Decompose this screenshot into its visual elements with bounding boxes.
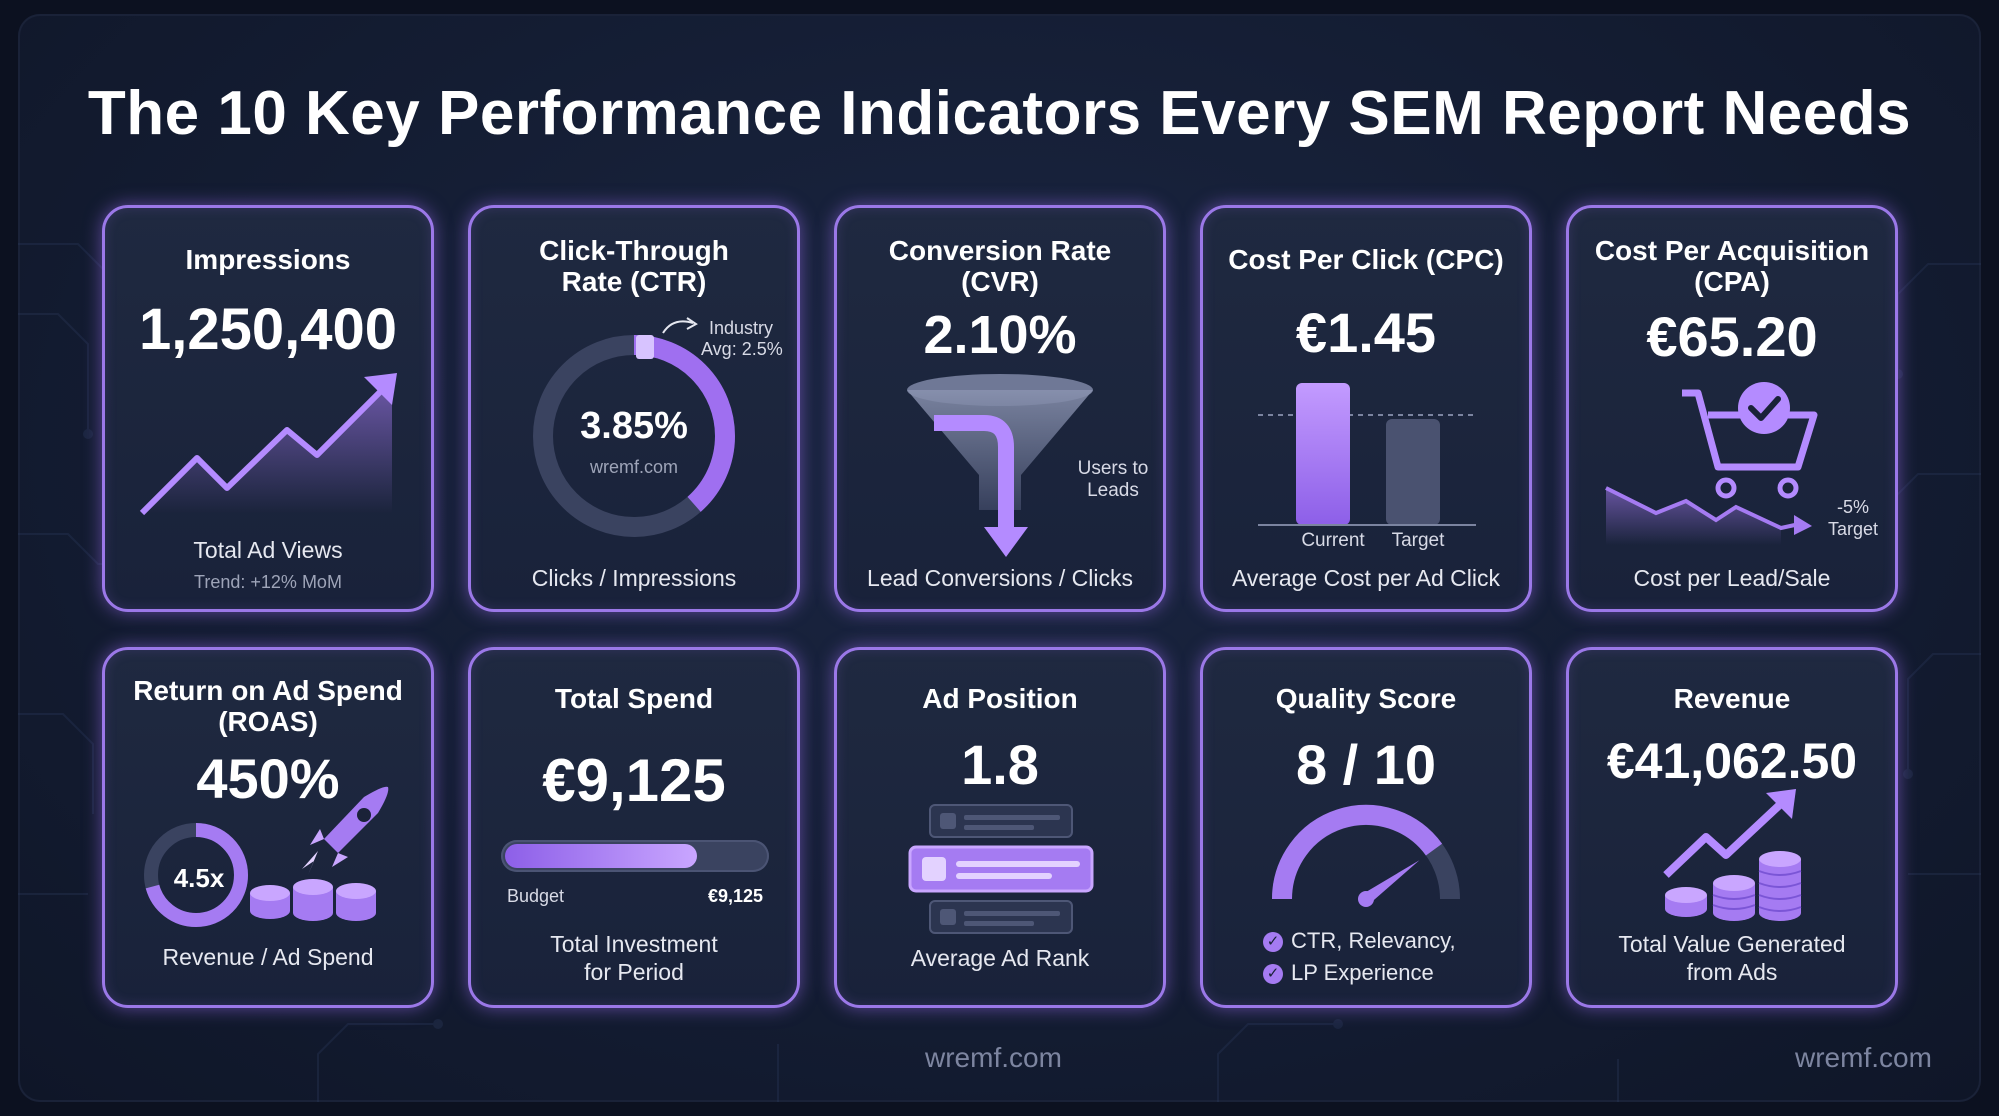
ctr-donut-gauge bbox=[533, 317, 735, 537]
card-title-line1: Cost Per Acquisition bbox=[1594, 235, 1870, 266]
industry-average-label: Industry Avg: 2.5% bbox=[701, 318, 783, 360]
revenue-value: €41,062.50 bbox=[1606, 733, 1858, 789]
quality-gauge-arc bbox=[1272, 804, 1443, 900]
industry-average-marker bbox=[636, 335, 654, 359]
footer-watermark-center: wremf.com bbox=[925, 1042, 1062, 1073]
funnel-icon bbox=[907, 374, 1093, 557]
card-title: Quality Score bbox=[1275, 683, 1457, 714]
industry-line2: Avg: 2.5% bbox=[701, 339, 783, 359]
quality-factor-2-text: LP Experience bbox=[1291, 960, 1434, 985]
ctr-caption: Clicks / Impressions bbox=[531, 565, 737, 591]
kpi-card-impressions: Impressions 1,250,400 Total Ad Views Tre… bbox=[102, 205, 434, 612]
kpi-card-cpc: Cost Per Click (CPC) €1.45 Current Targe… bbox=[1200, 205, 1532, 612]
quality-speedometer bbox=[1272, 804, 1460, 907]
card-title-line2: (ROAS) bbox=[218, 706, 318, 737]
circuit-background bbox=[18, 243, 1981, 1102]
card-title: Cost Per Click (CPC) bbox=[1228, 244, 1504, 275]
bar-label-current: Current bbox=[1301, 530, 1365, 551]
kpi-card-ctr: Click-Through Rate (CTR) Industry Avg: 2… bbox=[468, 205, 800, 612]
card-title-line2: Rate (CTR) bbox=[561, 266, 707, 297]
card-title: Ad Position bbox=[922, 683, 1078, 714]
roas-caption: Revenue / Ad Spend bbox=[162, 944, 374, 970]
impressions-value: 1,250,400 bbox=[138, 297, 398, 362]
cvr-value: 2.10% bbox=[923, 305, 1077, 365]
budget-label: Budget bbox=[507, 886, 565, 906]
trend-up-chart-icon bbox=[139, 373, 397, 516]
ad-rank-list-icon bbox=[908, 804, 1094, 934]
bar-label-target: Target bbox=[1391, 530, 1445, 551]
cvr-caption: Lead Conversions / Clicks bbox=[867, 565, 1133, 591]
cpa-target-line1: -5% bbox=[1836, 497, 1869, 517]
quality-factor-1-text: CTR, Relevancy, bbox=[1291, 928, 1456, 953]
spend-caption-line1: Total Investment bbox=[550, 931, 718, 957]
cpa-target-label: -5% Target bbox=[1813, 496, 1893, 540]
coins-growth-icon bbox=[1663, 789, 1802, 921]
ctr-value: 3.85% bbox=[580, 405, 688, 447]
page-title: The 10 Key Performance Indicators Every … bbox=[87, 79, 1912, 148]
spend-value: €9,125 bbox=[542, 747, 726, 814]
revenue-caption-line1: Total Value Generated bbox=[1618, 931, 1846, 957]
kpi-card-total-spend: Total Spend €9,125 Budget €9,125 Total I… bbox=[468, 647, 800, 1008]
quality-factor-2: ✓ LP Experience bbox=[1263, 960, 1434, 986]
check-icon: ✓ bbox=[1263, 932, 1283, 953]
funnel-label: Users to Leads bbox=[1063, 458, 1163, 502]
cpc-bar-comparison bbox=[1258, 383, 1476, 526]
card-title-line2: (CVR) bbox=[961, 266, 1039, 297]
cpc-value: €1.45 bbox=[1295, 301, 1437, 364]
budget-progress-fill bbox=[505, 844, 697, 868]
card-title-line1: Click-Through bbox=[539, 235, 729, 266]
funnel-label-line1: Users to bbox=[1077, 458, 1149, 479]
kpi-card-roas: Return on Ad Spend (ROAS) 450% 4.5x Reve… bbox=[102, 647, 434, 1008]
kpi-card-cvr: Conversion Rate (CVR) 2.10% Users to Lea… bbox=[834, 205, 1166, 612]
ctr-gauge-arc bbox=[533, 335, 735, 537]
budget-progress-bar bbox=[501, 840, 769, 872]
industry-line1: Industry bbox=[709, 318, 774, 338]
card-title: Impressions bbox=[185, 244, 351, 275]
card-title: Revenue bbox=[1673, 683, 1791, 714]
ctr-inner-watermark: wremf.com bbox=[589, 457, 678, 477]
funnel-label-line2: Leads bbox=[1087, 480, 1139, 501]
card-title-line1: Conversion Rate bbox=[888, 235, 1112, 266]
revenue-caption-line2: from Ads bbox=[1686, 959, 1778, 985]
kpi-card-quality-score: Quality Score 8 / 10 ✓ CTR, Relevancy, ✓ L… bbox=[1200, 647, 1532, 1008]
current-bar bbox=[1296, 383, 1350, 525]
impressions-caption: Total Ad Views bbox=[193, 537, 343, 563]
cpa-target-line2: Target bbox=[1827, 519, 1879, 539]
budget-value: €9,125 bbox=[707, 886, 763, 906]
quality-factor-1: ✓ CTR, Relevancy, bbox=[1263, 928, 1456, 954]
cpa-value: €65.20 bbox=[1646, 305, 1818, 368]
cpa-caption: Cost per Lead/Sale bbox=[1633, 565, 1831, 591]
position-value: 1.8 bbox=[961, 733, 1039, 796]
cpc-caption: Average Cost per Ad Click bbox=[1231, 565, 1501, 591]
rocket-icon bbox=[250, 786, 389, 921]
card-title: Total Spend bbox=[554, 683, 714, 714]
footer-watermark-right: wremf.com bbox=[1795, 1042, 1932, 1073]
check-icon: ✓ bbox=[1263, 964, 1283, 985]
quality-value: 8 / 10 bbox=[1295, 733, 1437, 796]
spend-caption-line2: for Period bbox=[584, 959, 684, 985]
target-bar bbox=[1386, 419, 1440, 525]
kpi-card-revenue: Revenue €41,062.50 Total Value Generated… bbox=[1566, 647, 1898, 1008]
position-caption: Average Ad Rank bbox=[910, 945, 1090, 971]
quality-gauge-needle bbox=[1362, 860, 1420, 904]
card-title-line2: (CPA) bbox=[1694, 266, 1770, 297]
kpi-card-ad-position: Ad Position 1.8 Average Ad Rank bbox=[834, 647, 1166, 1008]
card-title-line1: Return on Ad Spend bbox=[133, 675, 403, 706]
shopping-cart-check-icon bbox=[1605, 382, 1818, 545]
impressions-trend: Trend: +12% MoM bbox=[194, 572, 342, 592]
roas-value: 450% bbox=[196, 747, 340, 810]
roas-multiplier: 4.5x bbox=[173, 863, 225, 893]
kpi-card-cpa: Cost Per Acquisition (CPA) €65.20 -5% Ta… bbox=[1566, 205, 1898, 612]
roas-ring-gauge bbox=[144, 823, 248, 927]
